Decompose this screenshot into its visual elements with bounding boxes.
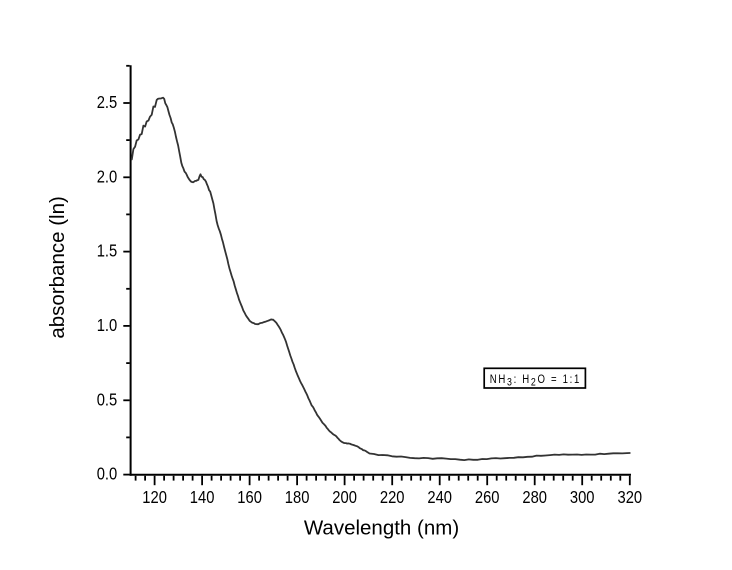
- svg-text:200: 200: [332, 488, 357, 508]
- svg-text:260: 260: [475, 488, 500, 508]
- svg-text:absorbance (ln): absorbance (ln): [46, 196, 69, 338]
- svg-text:2.0: 2.0: [97, 167, 117, 187]
- svg-text:1.0: 1.0: [97, 316, 117, 336]
- svg-text:0.5: 0.5: [97, 390, 117, 410]
- svg-text:1.5: 1.5: [97, 241, 117, 261]
- svg-text:120: 120: [142, 488, 167, 508]
- svg-text:300: 300: [570, 488, 595, 508]
- svg-text:2.5: 2.5: [97, 93, 117, 113]
- svg-text:NH3: H2O = 1:1: NH3: H2O = 1:1: [490, 373, 581, 389]
- svg-text:160: 160: [237, 488, 262, 508]
- svg-text:220: 220: [380, 488, 405, 508]
- svg-text:0.0: 0.0: [97, 464, 117, 484]
- svg-text:Wavelength (nm): Wavelength (nm): [304, 517, 459, 540]
- svg-text:240: 240: [427, 488, 452, 508]
- svg-text:180: 180: [285, 488, 310, 508]
- svg-text:280: 280: [522, 488, 547, 508]
- svg-text:320: 320: [617, 488, 642, 508]
- svg-text:140: 140: [190, 488, 215, 508]
